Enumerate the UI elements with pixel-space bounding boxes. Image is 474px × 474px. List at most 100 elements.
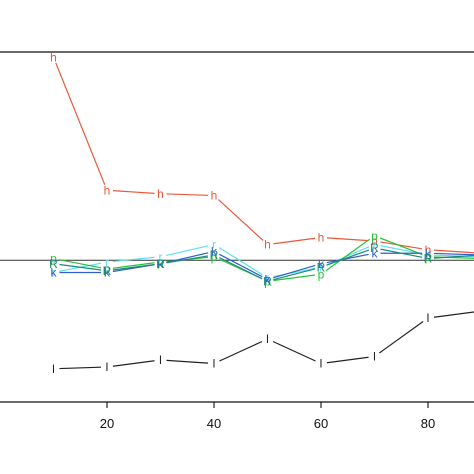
series-l-segment: [59, 366, 102, 370]
series-r-point: r: [52, 266, 56, 280]
series-R-segment: [273, 268, 316, 281]
series-r-point: r: [212, 238, 216, 252]
series-l-point: l: [52, 362, 55, 376]
series-R-segment: [59, 263, 102, 271]
series-h-segment: [273, 237, 316, 245]
series-k-segment: [326, 253, 369, 264]
series-p-segment: [112, 262, 155, 269]
series-k-point: k: [425, 246, 432, 260]
series-R-segment: [219, 257, 263, 280]
series-p-segment: [379, 237, 423, 256]
series-r-point: r: [159, 250, 163, 264]
series-k-point: k: [158, 257, 165, 271]
series-k-segment: [166, 252, 209, 263]
x-tick-label-60: 60: [314, 416, 328, 431]
series-l-point: l: [213, 357, 216, 371]
series-k-point: k: [51, 266, 58, 280]
series-k-segment: [219, 253, 263, 278]
series-R-point: R: [263, 274, 272, 288]
series-r: rrrrrrrrrr: [52, 238, 474, 285]
series-p-point: p: [264, 274, 271, 288]
series-R-segment: [326, 249, 370, 266]
series-R-point: R: [49, 257, 58, 271]
series-l-segment: [326, 356, 369, 364]
series-p-point: p: [371, 229, 378, 243]
series-r-segment: [166, 245, 209, 256]
series-h-point: h: [318, 231, 325, 245]
series-l-segment: [433, 311, 474, 318]
series-p-segment: [273, 274, 316, 282]
series-l-point: l: [373, 350, 376, 364]
series-l-point: l: [159, 353, 162, 367]
series-h-point: h: [211, 189, 218, 203]
series-l-segment: [379, 321, 424, 354]
series-h-segment: [326, 237, 369, 242]
series-r-point: r: [105, 255, 109, 269]
series-k-segment: [433, 252, 474, 256]
series-h-point: h: [371, 234, 378, 248]
series-R-point: R: [156, 257, 165, 271]
x-tick-label-20: 20: [100, 416, 114, 431]
series-k-point: k: [104, 266, 111, 280]
series-k-point: k: [318, 257, 325, 271]
plot-frame: [0, 51, 474, 403]
series-h-point: h: [104, 183, 111, 197]
series-R-segment: [166, 255, 209, 264]
series-r-segment: [326, 246, 370, 266]
series-h-segment: [112, 190, 155, 194]
series-R-point: R: [317, 260, 326, 274]
series-l: llllllllll: [52, 311, 474, 376]
series-r-segment: [380, 245, 423, 255]
series-p-segment: [59, 259, 102, 269]
series-l-point: l: [320, 357, 323, 371]
series-k-segment: [273, 264, 316, 279]
series-r-segment: [218, 247, 263, 276]
series-l-segment: [272, 340, 316, 362]
series-l-point: l: [266, 332, 269, 346]
series-h-segment: [380, 241, 423, 250]
series-h-point: h: [264, 238, 271, 252]
series-p-point: p: [318, 267, 325, 281]
series-R-segment: [433, 254, 474, 259]
series-h-segment: [433, 249, 474, 254]
series-l-point: l: [427, 311, 430, 325]
series-layer: hhhhhhhhhhrrrrrrrrrrppppppppppkkkkkkkkkk…: [49, 50, 474, 376]
series-r-segment: [112, 256, 155, 263]
series-p-segment: [325, 238, 370, 272]
series-l-segment: [219, 340, 263, 362]
series-h-point: h: [157, 187, 164, 201]
series-r-point: r: [373, 238, 377, 252]
series-h-segment: [166, 193, 209, 196]
series-p: pppppppppp: [50, 229, 474, 288]
series-k-point: k: [372, 246, 379, 260]
series-p-point: p: [211, 250, 218, 264]
x-axis: 20 40 60 80: [100, 402, 435, 431]
series-R: RRRRRRRRRR: [49, 241, 474, 288]
x-tick-label-80: 80: [421, 416, 435, 431]
series-p-point: p: [104, 262, 111, 276]
series-h: hhhhhhhhhh: [50, 50, 474, 257]
series-p-point: p: [425, 250, 432, 264]
series-r-point: r: [426, 248, 430, 262]
series-k-point: k: [265, 273, 272, 287]
series-r-point: r: [266, 271, 270, 285]
series-l-point: l: [106, 360, 109, 374]
series-R-point: R: [424, 252, 433, 266]
series-h-point: h: [50, 50, 57, 64]
series-R-segment: [112, 263, 155, 271]
x-tick-label-40: 40: [207, 416, 221, 431]
series-R-segment: [380, 248, 423, 258]
series-l-segment: [112, 360, 155, 367]
series-R-point: R: [370, 241, 379, 255]
series-k: kkkkkkkkkk: [51, 245, 474, 287]
series-R-point: R: [103, 264, 112, 278]
series-l-segment: [166, 359, 209, 364]
series-p-point: p: [50, 252, 57, 266]
series-h-segment: [218, 199, 264, 241]
series-p-point: p: [157, 255, 164, 269]
series-h-point: h: [425, 243, 432, 257]
series-r-point: r: [319, 260, 323, 274]
series-h-segment: [55, 62, 106, 185]
series-k-point: k: [211, 245, 218, 259]
